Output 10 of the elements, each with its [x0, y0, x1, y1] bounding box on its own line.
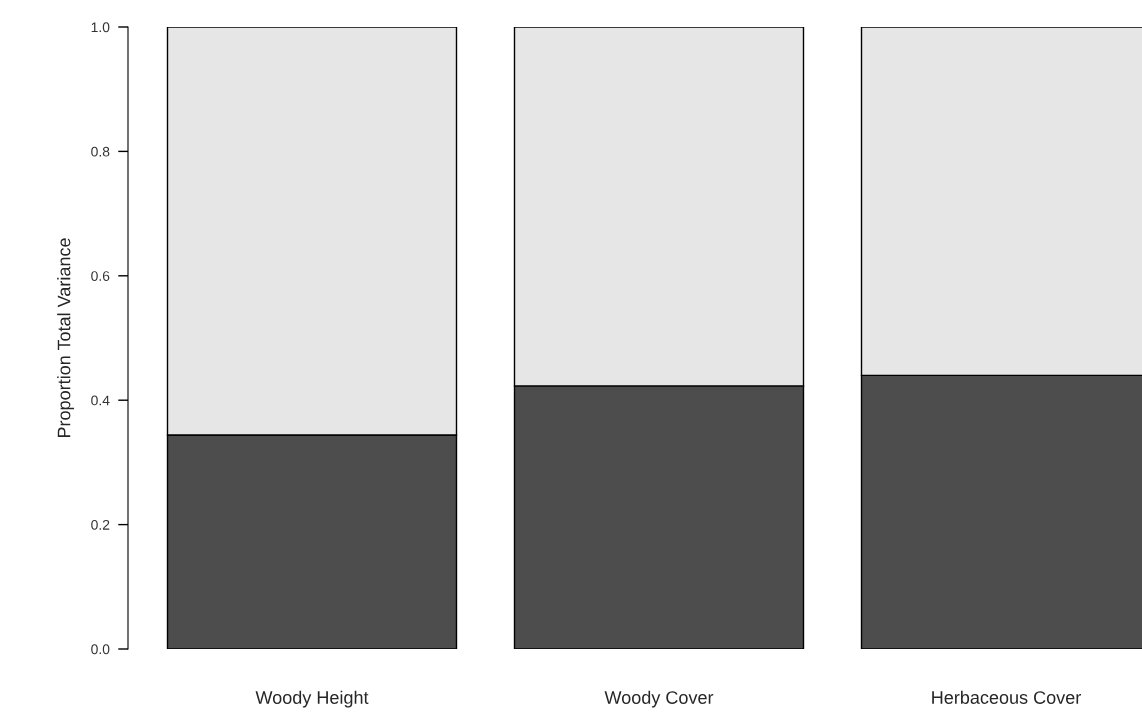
x-tick-label: Woody Height [255, 690, 369, 708]
y-tick-label: 0.4 [91, 395, 110, 406]
x-tick-label: Herbaceous Cover [932, 690, 1081, 704]
y-tick-label: 0.2 [91, 519, 110, 530]
x-tick-label: Woody Cover [604, 690, 714, 708]
y-tick-label: 0.8 [91, 146, 110, 157]
y-axis-title: Proportion Total Variance [57, 238, 74, 438]
y-tick-label: 0.6 [91, 271, 110, 281]
y-tick-label: 0.0 [91, 644, 110, 655]
y-tick-label: 1.0 [91, 22, 110, 33]
